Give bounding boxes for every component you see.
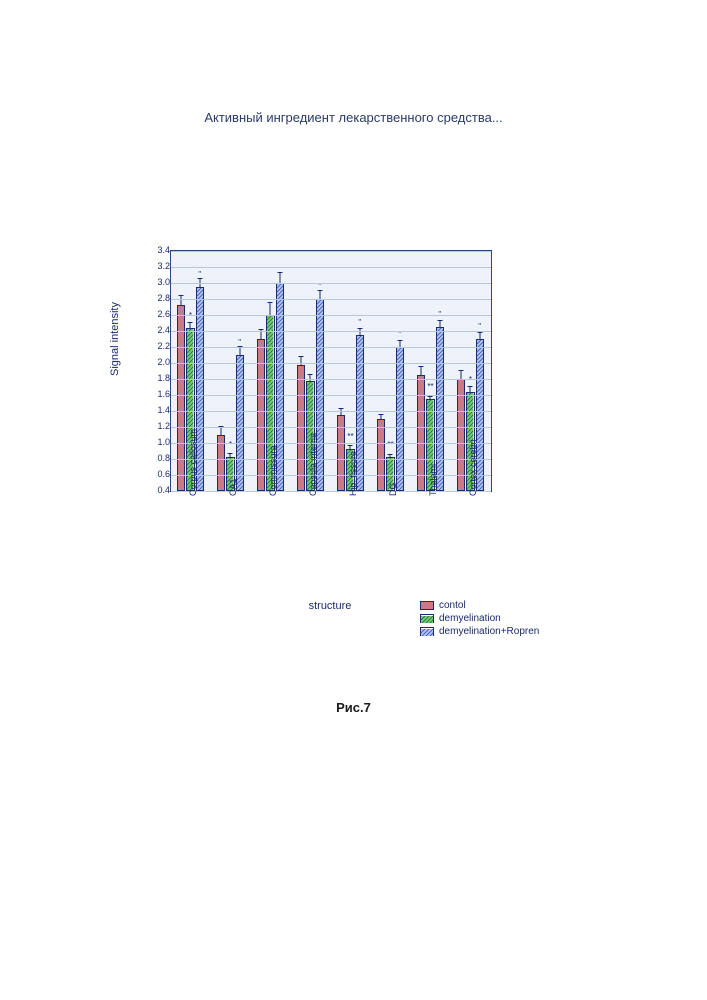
significance-marker: **: [427, 382, 433, 391]
y-tick-label: 3.0: [157, 277, 170, 287]
y-tick-label: 2.0: [157, 357, 170, 367]
significance-marker: *: [229, 440, 232, 449]
legend-item: demyelination+Ropren: [420, 626, 539, 637]
y-tick-label: 2.8: [157, 293, 170, 303]
significance-marker: **: [387, 440, 393, 449]
y-tick-label: 2.2: [157, 341, 170, 351]
plot-area: *''*''''**''**''**''*'': [170, 250, 492, 492]
legend-label: demyelination+Ropren: [439, 626, 539, 637]
legend: contol demyelination demyelination+Ropren: [420, 600, 539, 639]
bar-control: [177, 305, 185, 491]
bar-control: [377, 419, 385, 491]
legend-swatch: [420, 601, 434, 610]
legend-label: demyelination: [439, 613, 501, 624]
significance-marker: '': [198, 270, 201, 279]
y-axis-title: Signal intensity: [109, 302, 121, 376]
y-tick-label: 1.6: [157, 389, 170, 399]
y-tick-label: 1.4: [157, 405, 170, 415]
y-tick-label: 1.2: [157, 421, 170, 431]
significance-marker: '': [238, 338, 241, 347]
bars-layer: *''*''''**''**''**''*'': [171, 251, 491, 491]
legend-item: demyelination: [420, 613, 539, 624]
page-title: Активный ингредиент лекарственного средс…: [0, 110, 707, 125]
significance-marker: **: [347, 432, 353, 441]
significance-marker: '': [358, 318, 361, 327]
y-tick-label: 1.8: [157, 373, 170, 383]
y-tick-label: 2.4: [157, 325, 170, 335]
legend-swatch: [420, 614, 434, 623]
y-tick-label: 0.6: [157, 469, 170, 479]
significance-marker: '': [478, 322, 481, 331]
y-tick-label: 1.0: [157, 437, 170, 447]
figure-caption: Рис.7: [0, 700, 707, 715]
legend-item: contol: [420, 600, 539, 611]
bar-demyelination_ropren: '': [396, 347, 404, 491]
bar-control: [417, 375, 425, 491]
y-tick-label: 2.6: [157, 309, 170, 319]
bar-chart: Signal intensity 0.40.60.81.01.21.41.61.…: [115, 250, 490, 570]
legend-swatch: [420, 627, 434, 636]
bar-demyelination_ropren: '': [236, 355, 244, 491]
page: Активный ингредиент лекарственного средс…: [0, 0, 707, 1000]
bar-control: [257, 339, 265, 491]
y-tick-label: 0.8: [157, 453, 170, 463]
y-tick-label: 3.2: [157, 261, 170, 271]
y-tick-label: 3.4: [157, 245, 170, 255]
y-tick-label: 0.4: [157, 485, 170, 495]
y-axis: 0.40.60.81.01.21.41.61.82.02.22.42.62.83…: [135, 250, 170, 490]
legend-label: contol: [439, 600, 466, 611]
